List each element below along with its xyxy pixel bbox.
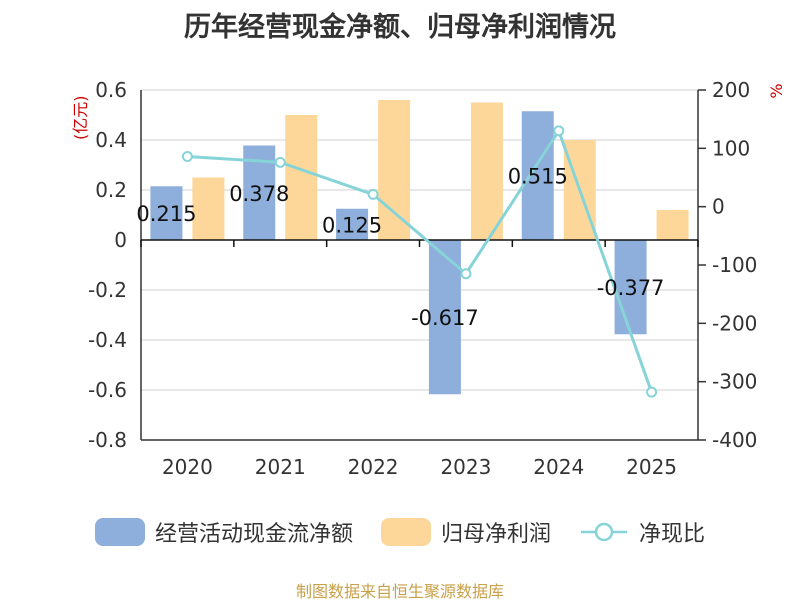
cashflow-data-label: 0.378 — [229, 182, 289, 206]
right-tick-label: 100 — [712, 136, 750, 160]
cashflow-data-label: -0.377 — [597, 276, 665, 300]
right-tick-label: -400 — [712, 428, 757, 452]
ratio-point[interactable] — [646, 386, 658, 398]
left-tick-label: -0.6 — [88, 378, 127, 402]
cashflow-data-label: 0.125 — [322, 213, 382, 237]
left-tick-label: 0.6 — [95, 78, 127, 102]
category-label: 2021 — [255, 455, 306, 479]
left-tick-label: 0.2 — [95, 178, 127, 202]
left-tick-label: -0.2 — [88, 278, 127, 302]
cashflow-bar[interactable] — [614, 240, 647, 335]
legend-label-cashflow: 经营活动现金流净额 — [154, 522, 353, 547]
legend-label-ratio: 净现比 — [639, 522, 706, 547]
left-tick-label: 0.4 — [95, 128, 127, 152]
left-axis-unit: (亿元) — [71, 96, 90, 141]
left-tick-label: -0.8 — [88, 428, 127, 452]
legend-item-ratio[interactable]: 净现比 — [579, 516, 705, 548]
net-profit-bar[interactable] — [192, 177, 225, 241]
legend-label-net-profit: 归母净利润 — [440, 522, 551, 547]
right-tick-label: 200 — [712, 78, 750, 102]
chart-title: 历年经营现金净额、归母净利润情况 — [184, 12, 616, 43]
category-label: 2020 — [162, 455, 213, 479]
ratio-line-marker-icon — [581, 522, 627, 542]
ratio-point[interactable] — [367, 188, 379, 200]
label-layer: 0.215 0.378 0.125 -0.617 0.515 -0.377 — [136, 165, 664, 331]
cashflow-bar[interactable] — [336, 208, 369, 240]
cashflow-data-label: 0.215 — [136, 202, 196, 226]
legend: 经营活动现金流净额 归母净利润 净现比 — [0, 516, 800, 548]
bar-layer — [150, 100, 689, 395]
axis-layer: 0.6 0.4 0.2 0 -0.2 -0.4 -0.6 -0.8 200 100 0 -100 -20… — [88, 78, 757, 479]
cashflow-data-label: -0.617 — [411, 306, 479, 330]
net-profit-bar[interactable] — [285, 115, 318, 240]
net-profit-bar[interactable] — [656, 210, 689, 240]
grid-layer — [141, 89, 698, 441]
category-label: 2025 — [626, 455, 677, 479]
right-tick-label: 0 — [712, 195, 725, 219]
ratio-point[interactable] — [274, 156, 286, 168]
ratio-point[interactable] — [460, 268, 472, 280]
left-tick-label: 0 — [114, 228, 127, 252]
cashflow-bar[interactable] — [521, 111, 554, 240]
net-profit-bar[interactable] — [378, 100, 411, 240]
cashflow-data-label: 0.515 — [508, 165, 568, 189]
category-label: 2022 — [348, 455, 399, 479]
right-tick-label: -300 — [712, 370, 757, 394]
ratio-line — [187, 127, 653, 393]
legend-item-cashflow[interactable]: 经营活动现金流净额 — [94, 516, 353, 548]
category-label: 2024 — [533, 455, 584, 479]
ratio-point[interactable] — [181, 151, 193, 162]
net-profit-swatch — [380, 518, 431, 546]
right-axis-unit: % — [767, 83, 786, 98]
category-label: 2023 — [440, 455, 491, 479]
right-tick-label: -100 — [712, 253, 757, 277]
line-layer — [181, 125, 658, 398]
ratio-point[interactable] — [553, 125, 565, 137]
left-tick-label: -0.4 — [88, 328, 127, 352]
cashflow-bar[interactable] — [150, 186, 183, 240]
net-profit-bar[interactable] — [470, 102, 503, 241]
cashflow-swatch — [94, 518, 145, 546]
legend-item-net-profit[interactable]: 归母净利润 — [380, 516, 551, 548]
source-footer: 制图数据来自恒生聚源数据库 — [295, 582, 504, 601]
right-tick-label: -200 — [712, 311, 757, 335]
